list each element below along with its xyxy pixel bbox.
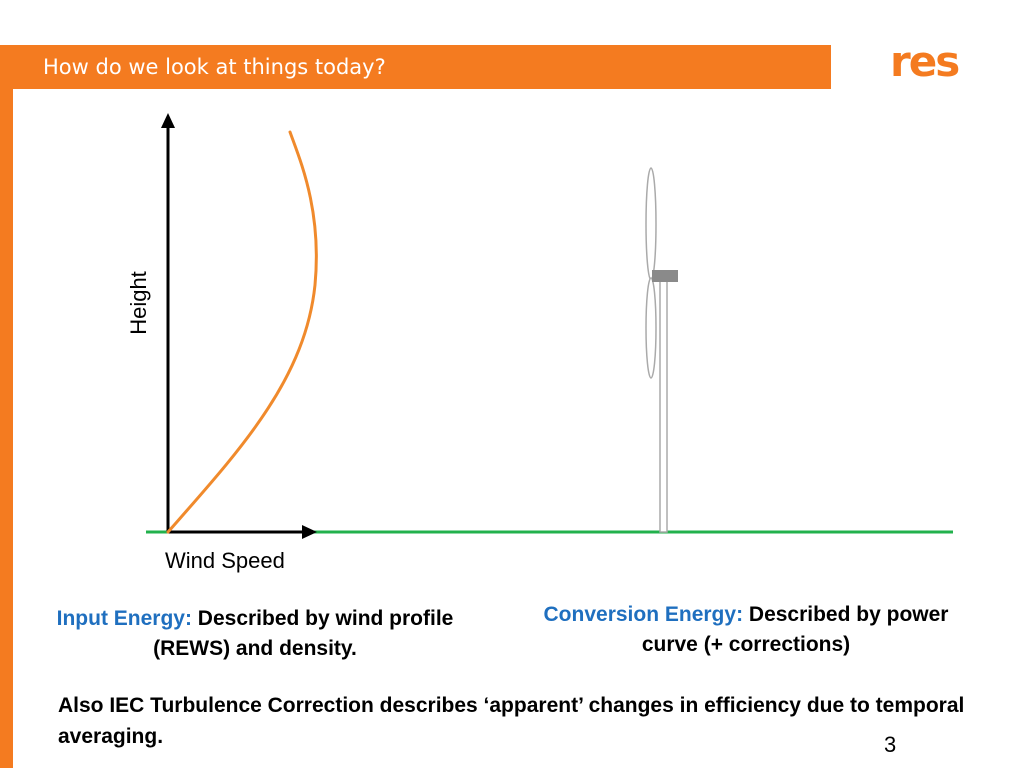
wind-turbine-icon [645, 167, 678, 533]
conversion-energy-caption: Conversion Energy: Described by power cu… [528, 600, 964, 660]
wind-speed-axis-arrow [302, 525, 317, 539]
height-axis-arrow [161, 113, 175, 128]
title-bar [0, 45, 831, 89]
input-energy-lead: Input Energy: [56, 607, 192, 630]
turbine-nacelle [652, 270, 678, 282]
turbulence-footnote: Also IEC Turbulence Correction describes… [58, 694, 965, 748]
height-axis-label: Height [126, 271, 151, 335]
turbine-tower [659, 277, 668, 533]
turbine-blade-upper [645, 167, 657, 281]
input-energy-caption: Input Energy: Described by wind profile … [44, 604, 466, 664]
wind-speed-axis-label: Wind Speed [165, 548, 285, 573]
page-number: 3 [884, 732, 897, 757]
turbine-blade-lower [645, 277, 657, 379]
slide-title: How do we look at things today? [43, 55, 386, 79]
wind-profile-curve [166, 130, 318, 534]
conversion-energy-lead: Conversion Energy: [543, 603, 744, 626]
left-accent-bar [0, 45, 13, 768]
res-logo: res [890, 40, 961, 84]
input-energy-text: Described by wind profile (REWS) and den… [153, 607, 454, 660]
conversion-energy-text: Described by power curve (+ corrections) [641, 603, 949, 656]
res-logo-text: res [890, 40, 959, 84]
